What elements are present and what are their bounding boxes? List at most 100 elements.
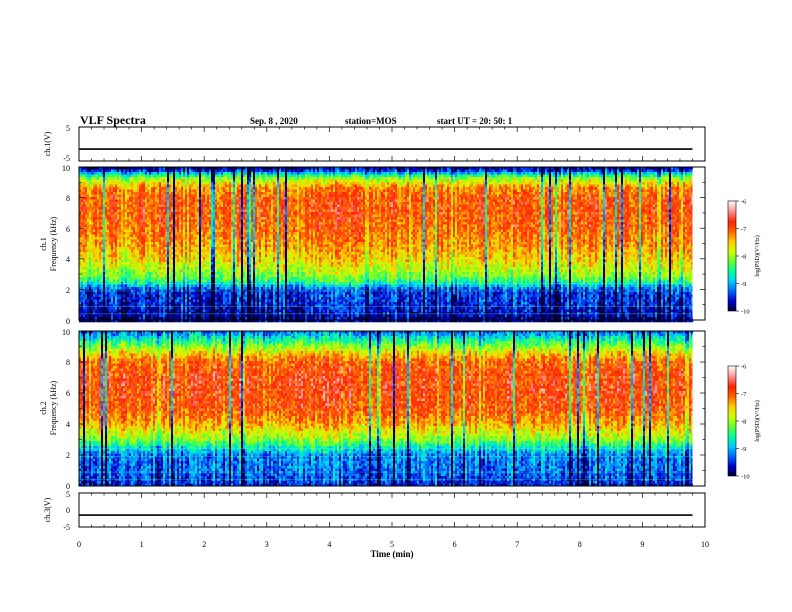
spectrogram-cell [181,292,184,295]
spectrogram-cell [169,239,172,243]
spectrogram-cell [215,204,218,208]
spectrogram-cell [231,249,234,253]
spectrogram-cell [111,309,114,313]
spectrogram-cell [101,217,104,220]
spectrogram-cell [197,187,200,190]
spectrogram-cell [107,199,110,203]
spectrogram-cell [89,174,92,178]
spectrogram-cell [91,312,94,315]
spectrogram-cell [89,279,92,283]
spectrogram-cell [153,217,156,220]
spectrogram-cell [183,252,186,255]
spectrogram-cell [119,262,122,265]
spectrogram-cell [141,239,144,243]
spectrogram-cell [149,297,152,300]
spectrogram-cell [85,209,88,213]
spectrogram-cell [189,262,192,265]
spectrogram-cell [223,189,226,193]
spectrogram-cell [85,309,88,313]
spectrogram-cell [87,267,90,270]
spectrogram-cell [209,269,212,273]
spectrogram-cell [183,229,186,233]
spectrogram-cell [183,214,186,218]
spectrogram-cell [149,169,152,173]
spectrogram-cell [237,302,240,305]
spectrogram-cell [97,224,100,228]
spectrogram-cell [179,177,182,180]
spectrogram-cell [129,267,132,270]
spectrogram-cell [79,229,82,233]
spectrogram-cell [103,244,106,248]
spectrogram-cell [157,252,160,255]
spectrogram-cell [83,212,86,215]
spectrogram-cell [169,177,172,180]
spectrogram-cell [225,244,228,248]
spectrogram-cell [139,317,142,320]
spectrogram-cell [209,207,212,210]
spectrogram-cell [141,169,144,173]
spectrogram-cell [233,279,236,283]
spectrogram-cell [97,237,100,240]
spectrogram-cell [227,209,230,213]
spectrogram-cell [185,259,188,263]
spectrogram-cell [117,194,120,198]
spectrogram-cell [201,284,204,288]
spectrogram-cell [163,254,166,258]
spectrogram-cell [81,199,84,203]
spectrogram-cell [109,169,112,173]
spectrogram-cell [129,294,132,298]
spectrogram-cell [199,267,202,270]
spectrogram-cell [159,299,162,303]
spectrogram-cell [127,237,130,240]
spectrogram-cell [167,197,170,200]
spectrogram-cell [219,234,222,238]
spectrogram-cell [103,199,106,203]
spectrogram-cell [151,299,154,303]
spectrogram-cell [159,229,162,233]
spectrogram-cell [217,219,220,223]
spectrogram-cell [237,174,240,178]
spectrogram-cell [209,169,212,173]
spectrogram-cell [109,259,112,263]
spectrogram-cell [217,262,220,265]
spectrogram-cell [221,219,224,223]
spectrogram-cell [185,262,188,265]
spectrogram-cell [231,267,234,270]
spectrogram-cell [107,312,110,315]
spectrogram-cell [143,292,146,295]
spectrogram-cell [79,207,82,210]
spectrogram-cell [165,207,168,210]
spectrogram-cell [187,222,190,225]
spectrogram-cell [205,309,208,313]
spectrogram-cell [147,262,150,265]
spectrogram-cell [151,294,154,298]
spectrogram-cell [127,227,130,230]
spectrogram-cell [85,279,88,283]
spectrogram-cell [141,279,144,283]
spectrogram-cell [79,269,82,273]
spectrogram-cell [167,234,170,238]
spectrogram-cell [85,299,88,303]
spectrogram-cell [117,287,120,290]
spectrogram-cell [189,292,192,295]
spectrogram-cell [137,197,140,200]
spectrogram-cell [87,229,90,233]
spectrogram-cell [183,199,186,203]
spectrogram-cell [189,222,192,225]
spectrogram-cell [223,259,226,263]
spectrogram-cell [209,292,212,295]
spectrogram-cell [187,297,190,300]
spectrogram-cell [119,202,122,205]
spectrogram-cell [233,269,236,273]
spectrogram-cell [167,202,170,205]
spectrogram-cell [101,319,104,323]
spectrogram-cell [85,217,88,220]
spectrogram-cell [197,204,200,208]
spectrogram-cell [119,294,122,298]
spectrogram-cell [117,267,120,270]
spectrogram-cell [193,179,196,183]
spectrogram-cell [123,297,126,300]
spectrogram-cell [149,249,152,253]
spectrogram-cell [155,214,158,218]
spectrogram-cell [215,317,218,320]
